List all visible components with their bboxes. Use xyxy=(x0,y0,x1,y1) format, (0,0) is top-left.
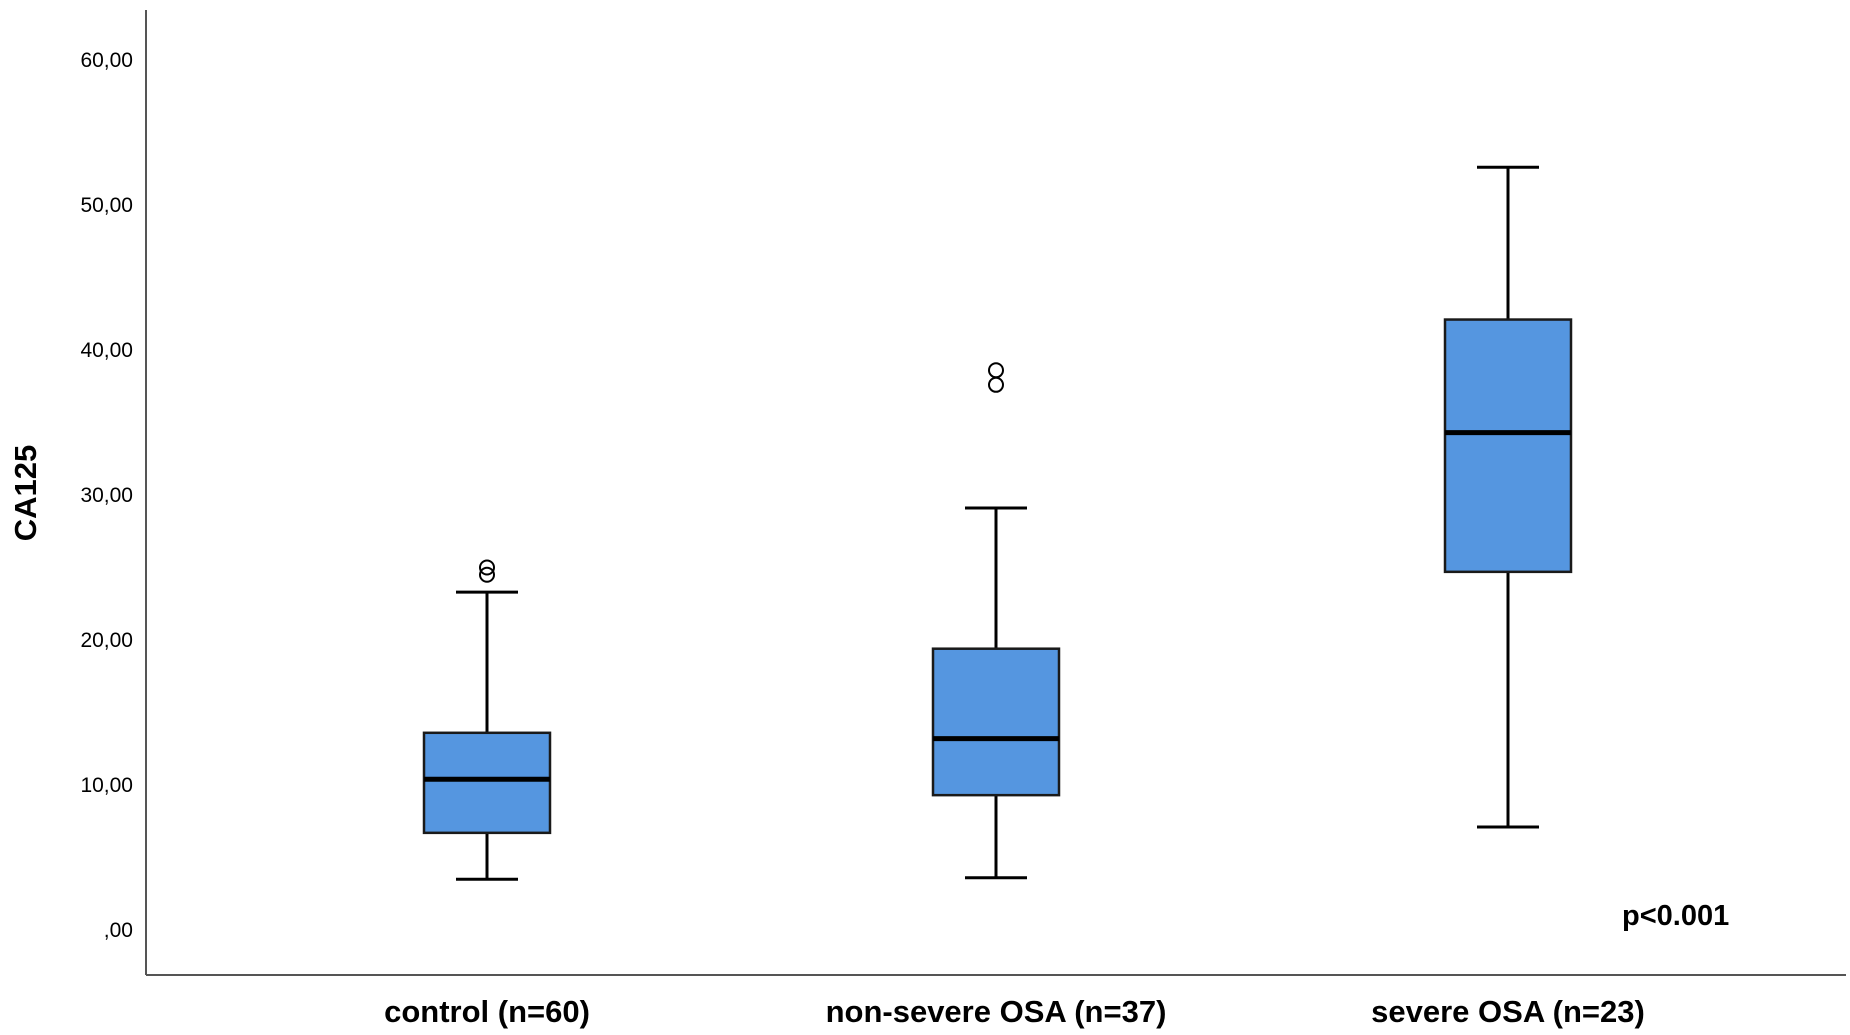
outlier-point xyxy=(479,566,495,583)
y-tick-label: 50,00 xyxy=(80,194,133,217)
outlier-point xyxy=(479,559,495,576)
axes xyxy=(145,10,1846,976)
box-group xyxy=(931,362,1061,880)
y-tick-label: 40,00 xyxy=(80,339,133,362)
y-tick-label: 20,00 xyxy=(80,629,133,652)
iqr-box xyxy=(422,731,552,835)
y-tick-label: 60,00 xyxy=(80,49,133,72)
y-tick-label: ,00 xyxy=(104,919,133,942)
box-series xyxy=(422,165,1573,881)
box-group xyxy=(1443,165,1573,829)
y-axis-title: CA125 xyxy=(8,445,43,542)
x-category-label: non-severe OSA (n=37) xyxy=(826,994,1167,1029)
y-tick-label: 30,00 xyxy=(80,484,133,507)
outlier-point xyxy=(988,376,1004,393)
x-category-label: control (n=60) xyxy=(384,994,590,1029)
box-group xyxy=(422,559,552,881)
y-tick-label: 10,00 xyxy=(80,774,133,797)
x-category-label: severe OSA (n=23) xyxy=(1371,994,1645,1029)
p-value-annotation: p<0.001 xyxy=(1622,900,1729,932)
iqr-box xyxy=(1443,318,1573,574)
x-category-labels: control (n=60) non-severe OSA (n=37) sever… xyxy=(384,994,1645,1029)
y-tick-labels: ,00 10,00 20,00 30,00 40,00 50,00 60,00 xyxy=(80,49,133,942)
outlier-point xyxy=(988,362,1004,379)
iqr-box xyxy=(931,647,1061,797)
